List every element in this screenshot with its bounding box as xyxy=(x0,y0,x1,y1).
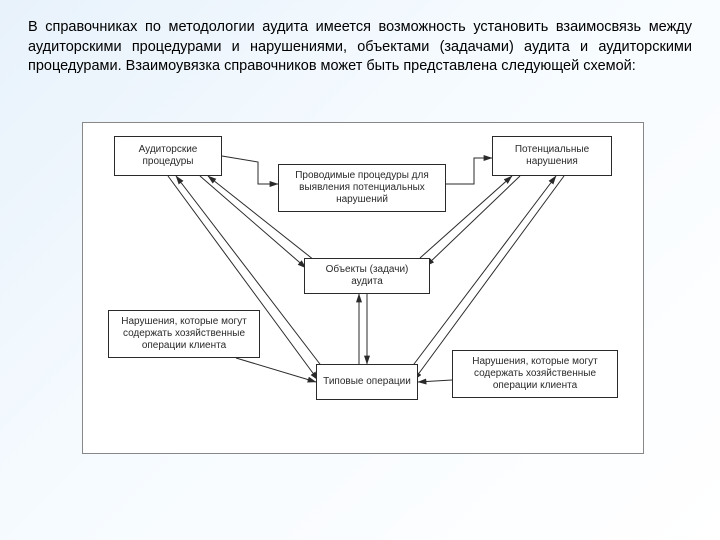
node-viol: Потенциальные нарушения xyxy=(492,136,612,176)
node-typop: Типовые операции xyxy=(316,364,418,400)
node-proc: Аудиторские процедуры xyxy=(114,136,222,176)
node-procfor: Проводимые процедуры для выявления потен… xyxy=(278,164,446,212)
intro-paragraph: В справочниках по методологии аудита име… xyxy=(28,18,692,77)
node-right: Нарушения, которые могут содержать хозяй… xyxy=(452,350,618,398)
node-obj: Объекты (задачи) аудита xyxy=(304,258,430,294)
node-left: Нарушения, которые могут содержать хозяй… xyxy=(108,310,260,358)
